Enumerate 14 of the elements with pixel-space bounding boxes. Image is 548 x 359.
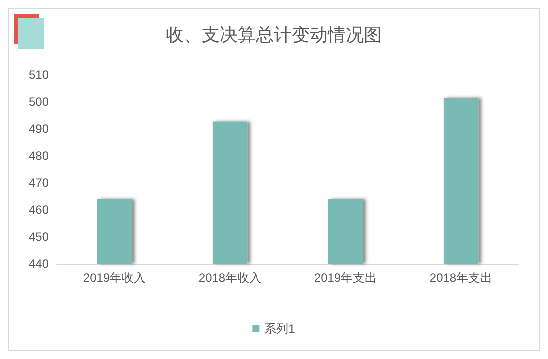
y-tick-label: 440 bbox=[28, 257, 50, 271]
x-tick-label: 2019年收入 bbox=[83, 271, 146, 285]
x-tick-label: 2018年支出 bbox=[430, 271, 493, 285]
legend-label: 系列1 bbox=[264, 322, 296, 336]
y-tick-label: 480 bbox=[28, 149, 50, 163]
y-tick-label: 470 bbox=[28, 176, 50, 190]
y-tick-label: 500 bbox=[28, 95, 50, 109]
y-tick-label: 460 bbox=[28, 203, 50, 217]
x-tick-label: 2019年支出 bbox=[314, 271, 378, 285]
y-tick-label: 450 bbox=[28, 230, 50, 244]
y-tick-label: 510 bbox=[28, 68, 50, 82]
chart-title: 收、支决算总计变动情况图 bbox=[166, 25, 382, 45]
y-tick-label: 490 bbox=[28, 122, 50, 136]
x-tick-label: 2018年收入 bbox=[198, 271, 262, 285]
